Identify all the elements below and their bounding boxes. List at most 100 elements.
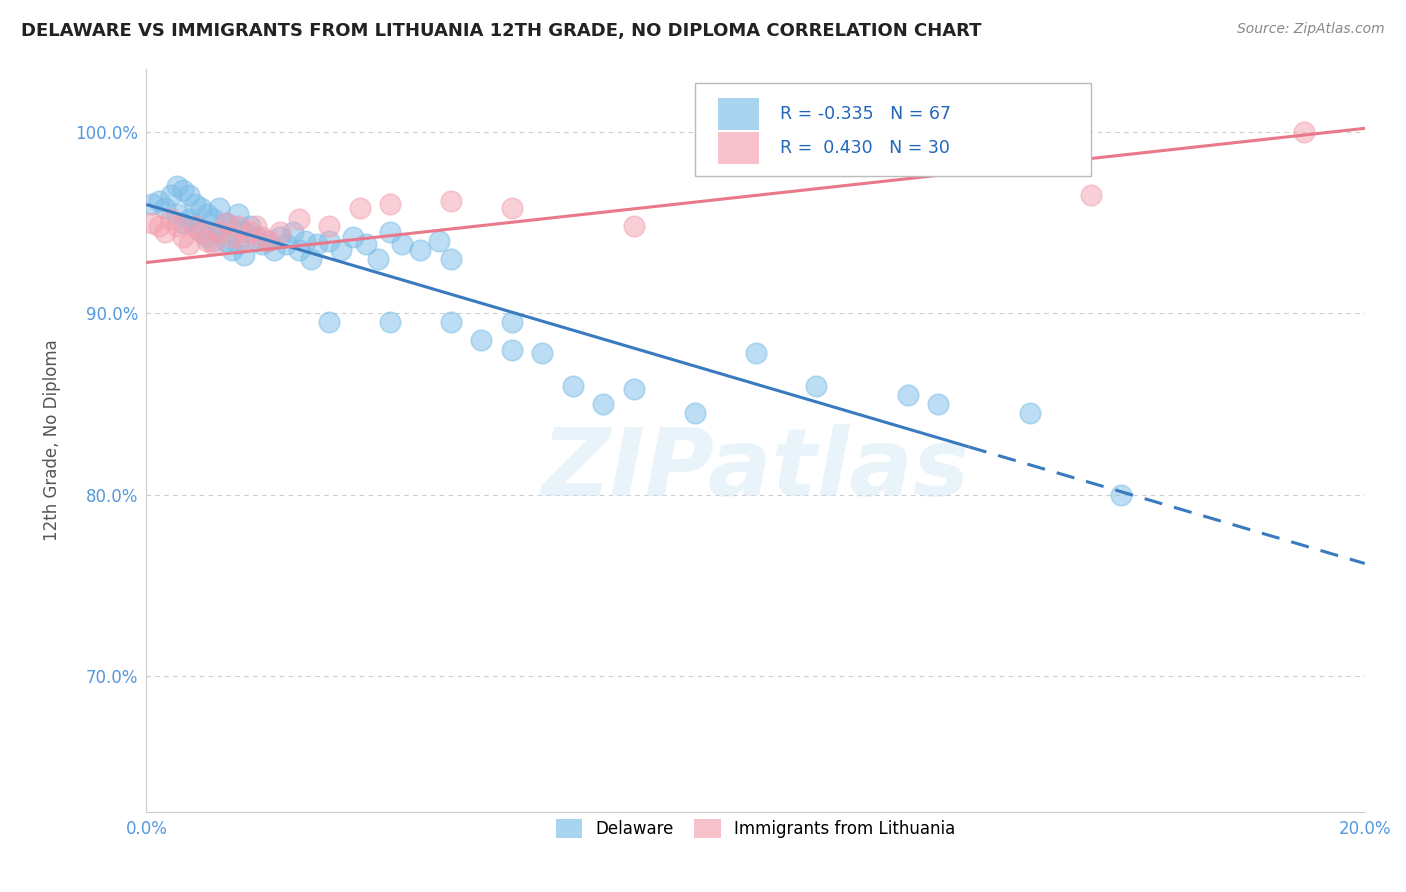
Point bbox=[184, 219, 207, 234]
Text: R =  0.430   N = 30: R = 0.430 N = 30 bbox=[780, 139, 950, 157]
Point bbox=[299, 252, 322, 266]
Point bbox=[318, 315, 340, 329]
Point bbox=[287, 212, 309, 227]
Text: R = -0.335   N = 67: R = -0.335 N = 67 bbox=[780, 105, 950, 123]
Point bbox=[440, 194, 463, 208]
Point bbox=[281, 225, 304, 239]
Point bbox=[177, 188, 200, 202]
Point bbox=[318, 234, 340, 248]
Point bbox=[592, 397, 614, 411]
Point bbox=[501, 201, 523, 215]
Point bbox=[501, 315, 523, 329]
Point bbox=[245, 219, 267, 234]
Point bbox=[214, 234, 236, 248]
Point bbox=[195, 206, 218, 220]
Point bbox=[195, 234, 218, 248]
Point bbox=[202, 234, 225, 248]
Point bbox=[623, 383, 645, 397]
Y-axis label: 12th Grade, No Diploma: 12th Grade, No Diploma bbox=[44, 339, 60, 541]
Point bbox=[202, 212, 225, 227]
Point bbox=[349, 201, 371, 215]
Point bbox=[214, 216, 236, 230]
Point bbox=[148, 194, 170, 208]
Point bbox=[221, 219, 243, 234]
Point bbox=[440, 252, 463, 266]
Point bbox=[208, 225, 231, 239]
Point bbox=[232, 234, 254, 248]
Point bbox=[269, 225, 291, 239]
Point bbox=[239, 219, 262, 234]
Point bbox=[305, 237, 328, 252]
Point bbox=[226, 206, 249, 220]
Point bbox=[806, 379, 828, 393]
Text: DELAWARE VS IMMIGRANTS FROM LITHUANIA 12TH GRADE, NO DIPLOMA CORRELATION CHART: DELAWARE VS IMMIGRANTS FROM LITHUANIA 12… bbox=[21, 22, 981, 40]
FancyBboxPatch shape bbox=[718, 97, 759, 130]
Point bbox=[172, 216, 194, 230]
Point bbox=[166, 179, 188, 194]
FancyBboxPatch shape bbox=[695, 83, 1091, 177]
Point bbox=[202, 237, 225, 252]
Point bbox=[148, 219, 170, 234]
Point bbox=[250, 230, 273, 244]
Point bbox=[153, 201, 176, 215]
Point bbox=[208, 201, 231, 215]
Point bbox=[927, 397, 949, 411]
Point bbox=[409, 243, 432, 257]
Point bbox=[440, 315, 463, 329]
Point bbox=[263, 243, 285, 257]
Point bbox=[257, 234, 280, 248]
Point bbox=[744, 346, 766, 360]
Point bbox=[190, 225, 212, 239]
Point bbox=[276, 237, 298, 252]
Point bbox=[153, 225, 176, 239]
Point bbox=[177, 212, 200, 227]
Point bbox=[378, 225, 401, 239]
Point bbox=[245, 230, 267, 244]
Point bbox=[184, 197, 207, 211]
Point bbox=[141, 216, 163, 230]
Point bbox=[330, 243, 353, 257]
Point bbox=[269, 230, 291, 244]
Point bbox=[391, 237, 413, 252]
Point bbox=[166, 206, 188, 220]
Point bbox=[159, 188, 181, 202]
Text: Source: ZipAtlas.com: Source: ZipAtlas.com bbox=[1237, 22, 1385, 37]
Point bbox=[184, 219, 207, 234]
Point bbox=[232, 248, 254, 262]
Point bbox=[159, 212, 181, 227]
Point bbox=[354, 237, 377, 252]
Point bbox=[287, 243, 309, 257]
Point bbox=[1109, 487, 1132, 501]
Point bbox=[378, 315, 401, 329]
Point bbox=[561, 379, 583, 393]
Point bbox=[190, 201, 212, 215]
Point bbox=[166, 219, 188, 234]
Point bbox=[221, 230, 243, 244]
Point bbox=[226, 237, 249, 252]
Point bbox=[257, 234, 280, 248]
Point bbox=[367, 252, 389, 266]
Point bbox=[141, 197, 163, 211]
Point bbox=[501, 343, 523, 357]
Point bbox=[221, 243, 243, 257]
Point bbox=[342, 230, 364, 244]
Point bbox=[190, 225, 212, 239]
Point bbox=[427, 234, 450, 248]
Point bbox=[1018, 406, 1040, 420]
Point bbox=[683, 406, 706, 420]
Point bbox=[470, 334, 492, 348]
Text: ZIPatlas: ZIPatlas bbox=[541, 424, 970, 516]
Point bbox=[318, 219, 340, 234]
Point bbox=[208, 225, 231, 239]
Point bbox=[1080, 188, 1102, 202]
Legend: Delaware, Immigrants from Lithuania: Delaware, Immigrants from Lithuania bbox=[550, 812, 962, 845]
Point bbox=[172, 183, 194, 197]
Point bbox=[239, 225, 262, 239]
Point bbox=[294, 234, 316, 248]
Point bbox=[172, 230, 194, 244]
Point bbox=[214, 216, 236, 230]
FancyBboxPatch shape bbox=[718, 132, 759, 164]
Point bbox=[232, 225, 254, 239]
Point bbox=[897, 388, 920, 402]
Point bbox=[531, 346, 554, 360]
